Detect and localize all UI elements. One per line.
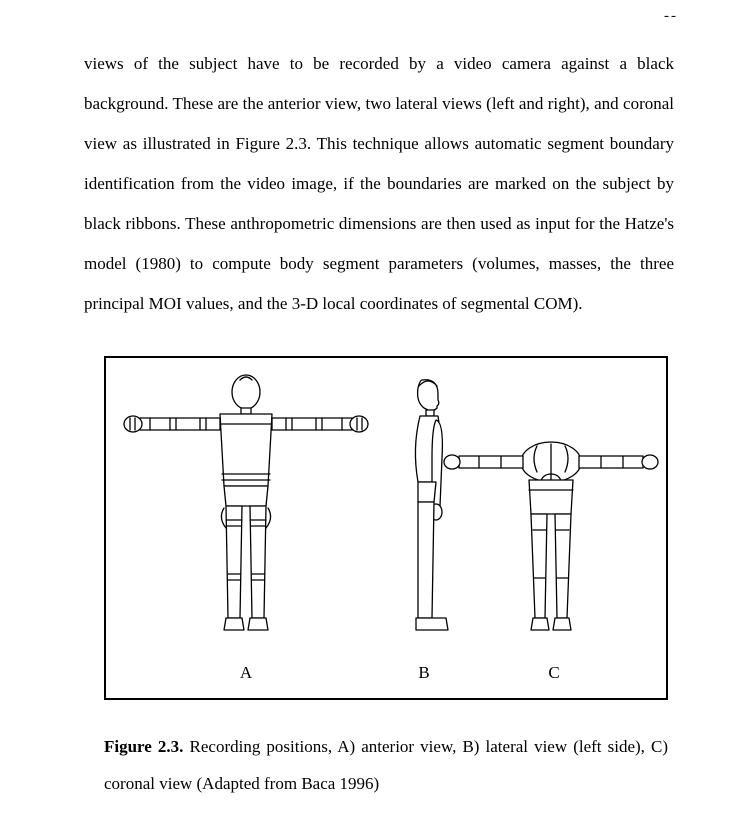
caption-rest: Recording positions, A) anterior view, B… (104, 737, 668, 793)
figure-label-a: A (240, 663, 253, 682)
figure-svg: A B C (106, 358, 666, 698)
figure-caption: Figure 2.3. Recording positions, A) ante… (104, 728, 668, 803)
figure-label-c: C (548, 663, 559, 682)
figure-b-body (415, 379, 448, 629)
figure-c-body (444, 442, 658, 630)
figure-label-b: B (418, 663, 429, 682)
caption-bold: Figure 2.3. (104, 737, 183, 756)
figure-a-body (124, 375, 368, 630)
page: -- views of the subject have to be recor… (0, 0, 734, 802)
page-number: -- (664, 8, 678, 25)
body-paragraph: views of the subject have to be recorded… (84, 44, 674, 324)
figure-drawing (124, 375, 658, 630)
figure-2-3: A B C (104, 356, 668, 700)
